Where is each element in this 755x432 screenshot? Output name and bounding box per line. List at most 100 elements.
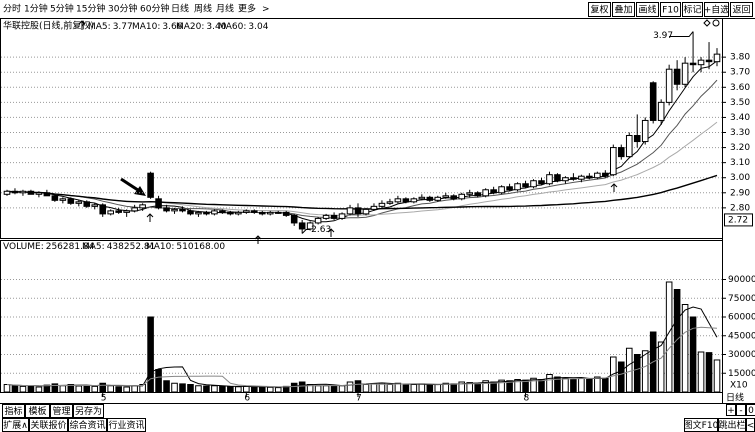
footer-button[interactable]: 图文F10 — [684, 419, 719, 431]
candle-body — [290, 214, 298, 224]
candle-body — [274, 211, 282, 214]
y-tick-label: 3.60 — [730, 83, 750, 93]
footer-tab[interactable]: 扩展∧ — [3, 419, 28, 431]
pointer-arrow-head — [134, 186, 146, 196]
period-tab[interactable]: 30分钟 — [108, 3, 137, 15]
toolbar-button-box[interactable] — [660, 2, 681, 17]
candle-body — [378, 202, 386, 207]
toolbar-button-box[interactable] — [636, 2, 659, 17]
toolbar-button[interactable]: 返回 — [732, 4, 750, 16]
candle-body — [227, 211, 234, 215]
footer-button[interactable]: 跳出栏 — [718, 419, 745, 431]
footer-tab-box[interactable] — [25, 404, 50, 418]
volume-bar — [402, 384, 410, 393]
volume-bar — [546, 374, 553, 393]
toolbar-button[interactable]: 画线 — [638, 4, 656, 16]
candle-body — [75, 201, 83, 204]
volume-bar — [713, 359, 721, 393]
toolbar-button-box[interactable] — [704, 2, 729, 17]
period-tab[interactable]: 月线 — [216, 3, 234, 15]
period-tab[interactable]: 周线 — [194, 3, 212, 15]
footer-tab[interactable]: 综合资讯 — [69, 419, 105, 431]
period-tab[interactable]: > — [262, 5, 270, 15]
footer-tab[interactable]: 管理 — [52, 405, 70, 417]
footer-button[interactable]: < — [747, 421, 755, 431]
toolbar-button[interactable]: +自选 — [704, 4, 730, 16]
volume-bar — [91, 385, 99, 393]
ma-value: 3.77 — [113, 22, 133, 32]
toolbar-button-box[interactable] — [682, 2, 703, 17]
candle-body — [266, 211, 274, 215]
price-marker: 2.72 — [728, 215, 748, 225]
volume-bar — [450, 383, 458, 393]
volume-bar — [19, 385, 27, 393]
footer-tab[interactable]: 行业资讯 — [108, 419, 144, 431]
candle-body — [195, 211, 202, 215]
period-tab[interactable]: 更多 — [238, 3, 256, 15]
period-tab[interactable]: 分时 — [3, 3, 21, 15]
period-tab[interactable]: 60分钟 — [140, 3, 169, 15]
volume-bar — [51, 383, 59, 393]
candle-body — [147, 172, 154, 198]
signal-arrow — [610, 183, 618, 192]
candle-body — [107, 210, 114, 215]
toolbar-button-box[interactable] — [588, 2, 611, 17]
toolbar-button-box[interactable] — [730, 2, 753, 17]
volume-bar — [474, 382, 481, 393]
toolbar-button[interactable]: 复权 — [590, 4, 608, 16]
zoom-button[interactable]: 0 — [748, 406, 754, 416]
candle-body — [490, 189, 497, 194]
volume-bar — [179, 383, 186, 393]
candle-body — [139, 204, 146, 209]
footer-tab-box[interactable] — [50, 404, 73, 418]
toolbar-button[interactable]: 标记 — [683, 4, 701, 16]
footer-tab-box[interactable] — [73, 404, 104, 418]
low-label: 2.63 — [311, 225, 331, 235]
volume-legend-name: MA10: — [146, 242, 174, 252]
candle-body — [155, 198, 162, 209]
candle-body — [386, 201, 394, 204]
footer-tab[interactable]: 另存为 — [75, 405, 102, 417]
ma-legend: MA20: 3.40 — [176, 22, 227, 32]
zoom-button-box[interactable] — [746, 404, 755, 416]
volume-bar — [578, 377, 585, 393]
period-label: 日线 — [726, 392, 744, 404]
candle-body — [665, 68, 673, 103]
x-tick-label: 8 — [524, 394, 530, 404]
period-tab[interactable]: 15分钟 — [76, 3, 105, 15]
window-icon — [703, 19, 711, 27]
footer-tab-box[interactable] — [2, 404, 25, 418]
volume-bar — [266, 386, 274, 393]
candle-body — [306, 222, 314, 230]
period-tab[interactable]: 日线 — [171, 3, 189, 15]
y-tick-label: 3.20 — [730, 143, 750, 153]
candle-body — [434, 196, 442, 201]
y-tick-label: 3.70 — [730, 68, 750, 78]
volume-bar — [673, 289, 681, 393]
volume-bar — [67, 384, 75, 393]
candle-body — [673, 68, 681, 85]
window-icon — [712, 19, 720, 27]
volume-legend: VOLUME: 256281.84 — [3, 242, 95, 252]
zoom-button[interactable]: + — [727, 406, 735, 416]
footer-tab[interactable]: 模板 — [28, 405, 46, 417]
candle-body — [251, 210, 258, 213]
candle-body — [617, 147, 625, 158]
toolbar-button-box[interactable] — [612, 2, 635, 17]
zoom-button-box[interactable] — [726, 404, 736, 416]
candle-body — [641, 119, 649, 143]
toolbar-button[interactable]: F10 — [662, 6, 679, 16]
signal-arrows — [146, 183, 618, 244]
y-tick-label: 30000 — [728, 350, 755, 360]
volume-bar — [338, 385, 346, 393]
footer-tab[interactable]: 指标 — [4, 405, 22, 417]
toolbar-button[interactable]: 叠加 — [614, 5, 632, 16]
y-tick-label: 3.80 — [730, 53, 750, 63]
zoom-button-box[interactable] — [736, 404, 746, 416]
volume-bar — [705, 352, 713, 393]
footer-tab[interactable]: 关联报价 — [30, 419, 66, 431]
period-tab[interactable]: 5分钟 — [50, 3, 74, 15]
period-tab[interactable]: 1分钟 — [24, 3, 48, 15]
zoom-button[interactable]: - — [739, 406, 742, 416]
